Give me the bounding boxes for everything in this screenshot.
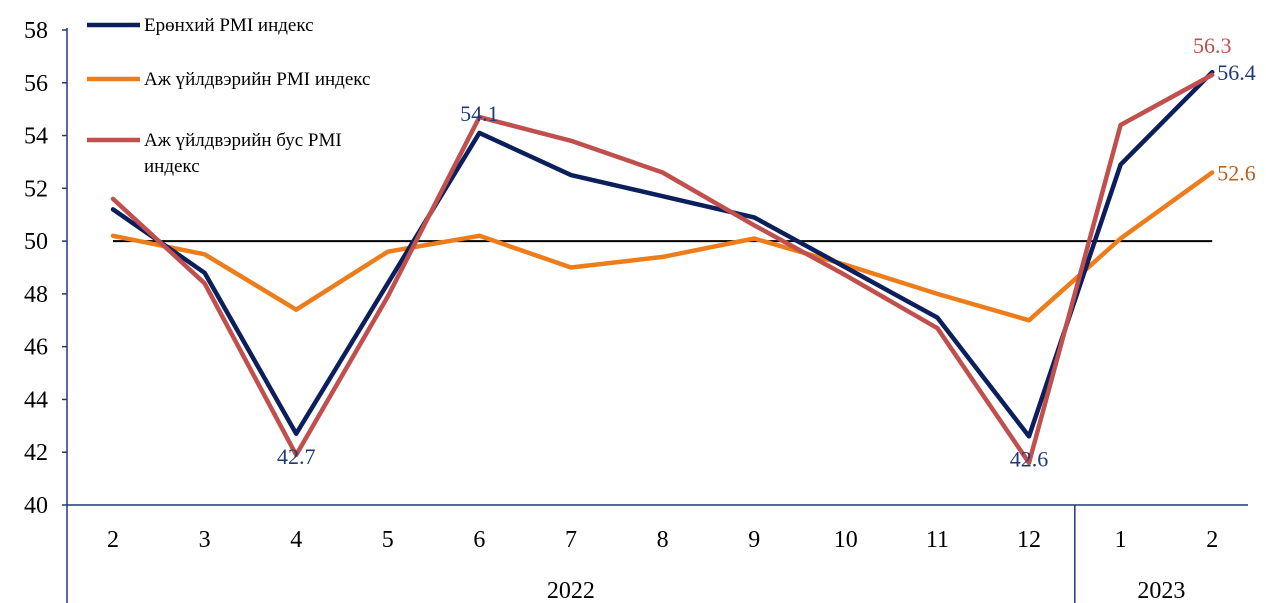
y-tick-label: 52: [24, 176, 48, 202]
x-tick-label: 9: [748, 527, 760, 553]
data-label: 54.1: [460, 101, 499, 126]
x-tick-label: 2: [1206, 527, 1218, 553]
legend-label: Аж үйлдвэрийн PMI индекс: [144, 69, 370, 90]
x-tick-label: 5: [382, 527, 394, 553]
year-label: 2023: [1137, 578, 1185, 603]
series-line-1: [110, 170, 1215, 323]
data-label: 42.6: [1010, 446, 1049, 471]
x-tick-label: 2: [107, 527, 119, 553]
legend-label: Аж үйлдвэрийн бус PMI индекс: [144, 130, 342, 177]
series-layer: [110, 69, 1215, 466]
y-tick-label: 56: [24, 71, 48, 97]
legend: Ерөнхий PMI индекс Аж үйлдвэрийн PMI инде…: [87, 15, 370, 177]
data-label: 56.4: [1217, 60, 1256, 85]
x-tick-label: 3: [199, 527, 211, 553]
data-label: 56.3: [1193, 33, 1232, 58]
data-label-layer: 54.1 42.7 42.6 56.4 52.6 56.3: [277, 33, 1256, 472]
x-tick-label: 12: [1017, 527, 1041, 553]
y-tick-label: 46: [24, 335, 48, 361]
x-tick-label: 6: [473, 527, 485, 553]
x-tick-label: 7: [565, 527, 577, 553]
y-tick-label: 42: [24, 440, 48, 466]
legend-label: Ерөнхий PMI индекс: [144, 15, 314, 36]
series-line-0: [110, 69, 1215, 439]
y-tick-label: 44: [24, 387, 48, 413]
data-label: 52.6: [1217, 161, 1256, 186]
y-tick-label: 40: [24, 493, 48, 519]
x-tick-label: 1: [1115, 527, 1127, 553]
y-tick-label: 50: [24, 229, 48, 255]
data-label: 42.7: [277, 444, 316, 469]
y-tick-label: 48: [24, 282, 48, 308]
x-tick-label: 10: [834, 527, 858, 553]
y-tick-label: 54: [24, 124, 48, 150]
x-tick-label: 4: [290, 527, 302, 553]
y-tick-label: 58: [24, 18, 48, 44]
year-label: 2022: [547, 578, 595, 603]
x-tick-label: 8: [657, 527, 669, 553]
x-tick-label: 11: [926, 527, 949, 553]
